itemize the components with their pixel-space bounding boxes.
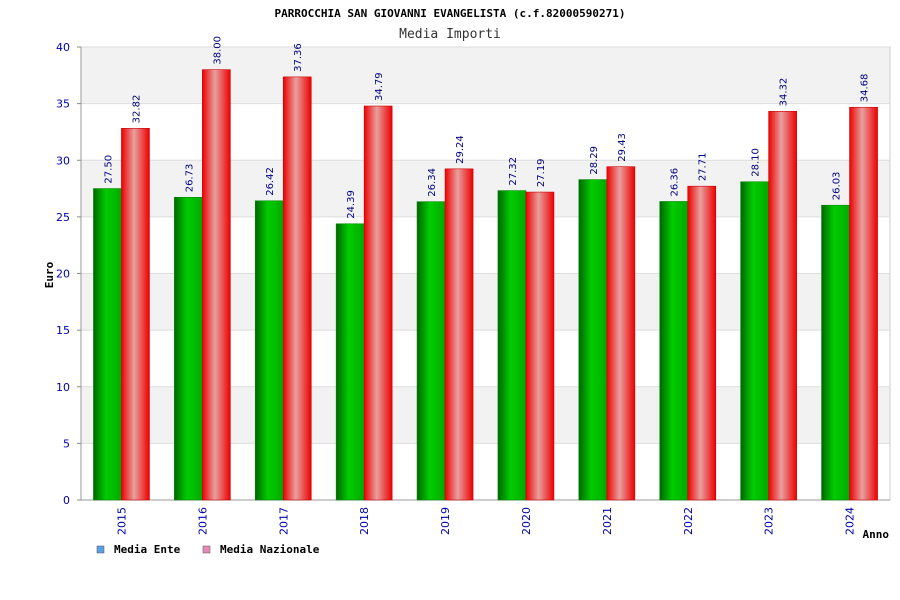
data-label: 28.29: [589, 146, 600, 175]
y-tick-label: 15: [56, 324, 70, 337]
bar-media-ente-2015: [93, 188, 122, 501]
data-label: 27.32: [508, 157, 519, 186]
data-label: 34.68: [860, 74, 871, 103]
data-label: 38.00: [212, 36, 223, 65]
legend: Media Ente Media Nazionale: [96, 543, 320, 556]
data-label: 26.34: [427, 168, 438, 197]
data-labels: 27.50 32.82 26.73 38.00 26.42 37.36 24.39 34.79…: [103, 36, 870, 219]
x-axis-ticks: 2015 2016 2017 2018 2019 2020 2021 2022 2023 2024: [115, 507, 856, 535]
bar-media-ente-2020: [497, 190, 527, 501]
y-tick-label: 30: [56, 154, 70, 167]
x-tick-label: 2017: [277, 507, 290, 535]
data-label: 26.36: [670, 168, 681, 197]
chart-title: PARROCCHIA SAN GIOVANNI EVANGELISTA (c.f…: [275, 7, 626, 20]
data-label: 27.50: [103, 155, 114, 184]
legend-label-media-ente: Media Ente: [114, 543, 181, 556]
bar-media-ente-2021: [578, 179, 608, 501]
bar-media-nazionale-2015: [121, 128, 150, 501]
data-label: 32.82: [131, 95, 142, 124]
x-tick-label: 2019: [439, 507, 452, 535]
data-label: 34.32: [779, 78, 790, 107]
x-tick-label: 2016: [196, 507, 209, 535]
data-label: 28.10: [751, 148, 762, 177]
bar-media-ente-2018: [335, 223, 365, 501]
y-axis-label: Euro: [43, 261, 56, 288]
y-tick-label: 40: [56, 41, 70, 54]
y-tick-label: 5: [63, 437, 70, 450]
bar-media-nazionale-2021: [606, 166, 636, 501]
x-tick-label: 2024: [844, 507, 857, 535]
y-tick-label: 35: [56, 98, 70, 111]
bar-media-nazionale-2024: [849, 106, 878, 501]
bar-media-ente-2022: [659, 201, 689, 501]
legend-swatch-media-ente: [96, 545, 105, 554]
data-label: 27.71: [698, 153, 709, 182]
bar-media-nazionale-2020: [525, 191, 555, 501]
y-tick-label: 25: [56, 211, 70, 224]
bar-media-nazionale-2019: [444, 168, 474, 501]
data-label: 37.36: [293, 43, 304, 72]
bars: [93, 69, 878, 501]
bar-media-nazionale-2017: [282, 76, 312, 501]
bar-media-nazionale-2018: [363, 105, 393, 501]
bar-media-ente-2016: [174, 196, 203, 501]
bar-media-nazionale-2022: [687, 185, 717, 501]
x-tick-label: 2021: [601, 507, 614, 535]
bar-media-ente-2024: [821, 204, 850, 501]
data-label: 26.03: [832, 172, 843, 201]
data-label: 27.19: [536, 158, 547, 187]
data-label: 26.42: [265, 167, 276, 196]
data-label: 24.39: [346, 190, 357, 219]
bar-media-nazionale-2016: [202, 69, 231, 501]
legend-label-media-nazionale: Media Nazionale: [220, 543, 320, 556]
legend-swatch-media-nazionale: [202, 545, 211, 554]
x-axis-label: Anno: [863, 528, 890, 541]
bar-media-nazionale-2023: [768, 111, 797, 501]
data-label: 29.43: [617, 133, 628, 162]
x-tick-label: 2015: [115, 507, 128, 535]
x-tick-label: 2018: [358, 507, 371, 535]
y-tick-label: 20: [56, 268, 70, 281]
data-label: 34.79: [374, 72, 385, 101]
bar-media-ente-2023: [740, 181, 769, 501]
data-label: 29.24: [455, 135, 466, 164]
x-tick-label: 2020: [520, 507, 533, 535]
y-tick-label: 10: [56, 381, 70, 394]
x-tick-label: 2023: [763, 507, 776, 535]
y-tick-label: 0: [63, 494, 70, 507]
data-label: 26.73: [184, 164, 195, 193]
x-tick-label: 2022: [682, 507, 695, 535]
bar-media-ente-2017: [254, 200, 284, 501]
bar-media-ente-2019: [416, 201, 446, 501]
chart-subtitle: Media Importi: [399, 27, 501, 42]
